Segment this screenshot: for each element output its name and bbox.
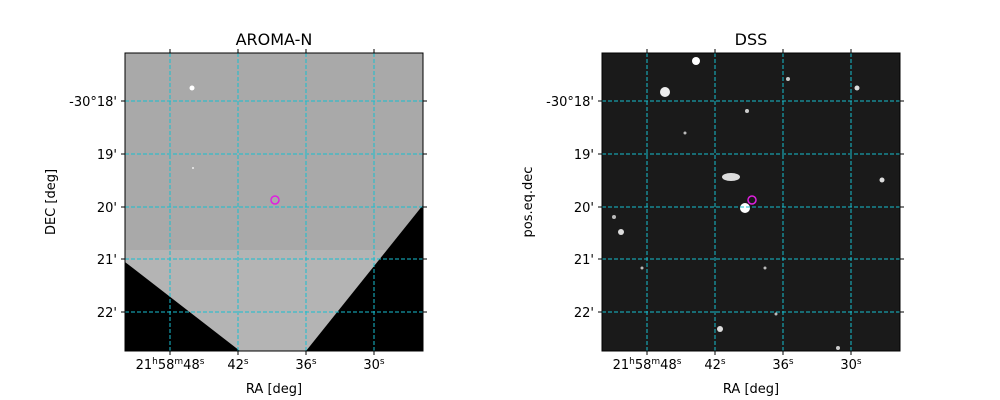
- star: [640, 266, 644, 270]
- x-tick-label: 21h58m48s: [136, 357, 205, 373]
- dss-image: [602, 53, 900, 351]
- star: [612, 215, 616, 219]
- star: [192, 167, 194, 169]
- y-tick-label: 22': [574, 306, 594, 321]
- x-tick-label: 42s: [227, 357, 249, 373]
- star: [618, 229, 624, 235]
- y-axis-label: DEC [deg]: [44, 169, 59, 235]
- aroma-image: [125, 53, 423, 351]
- target-marker: [747, 195, 757, 205]
- y-tick-label: 21': [97, 253, 117, 268]
- image-background: [602, 53, 900, 351]
- y-tick-label: -30°18': [546, 95, 594, 110]
- overlay: 21h58m48s 42s 36s 30s -30°18' 19' 20' 21' 22' ARO…: [44, 30, 904, 397]
- galaxy: [722, 173, 740, 181]
- axes-frame: [601, 52, 901, 352]
- target-marker: [270, 195, 280, 205]
- star: [854, 85, 860, 91]
- no-coverage: [125, 262, 240, 351]
- star: [836, 346, 840, 350]
- star: [683, 131, 687, 135]
- y-tick-label: 19': [97, 148, 117, 163]
- x-tick-label: 36s: [295, 357, 317, 373]
- y-tick-label: 20': [574, 201, 594, 216]
- x-tick-label: 42s: [704, 357, 726, 373]
- star: [745, 109, 749, 113]
- panel-title: AROMA-N: [236, 30, 313, 49]
- y-tick-label: 22': [97, 306, 117, 321]
- x-axis-label: RA [deg]: [246, 382, 302, 397]
- y-tick-label: -30°18': [69, 95, 117, 110]
- star: [740, 203, 750, 213]
- y-tick-label: 20': [97, 201, 117, 216]
- axes-frame: [124, 52, 424, 352]
- y-tick-label: 19': [574, 148, 594, 163]
- panel-title: DSS: [735, 30, 768, 49]
- x-tick-label: 36s: [772, 357, 794, 373]
- y-axis-label: pos.eq.dec: [521, 167, 536, 238]
- star: [692, 57, 700, 65]
- x-tick-label: 30s: [363, 357, 385, 373]
- star: [786, 77, 790, 81]
- star: [763, 266, 767, 270]
- star: [717, 326, 723, 332]
- x-tick-label: 21h58m48s: [613, 357, 682, 373]
- star: [879, 177, 885, 183]
- star: [774, 312, 778, 316]
- no-coverage: [306, 205, 423, 351]
- star: [189, 85, 195, 91]
- y-tick-label: 21': [574, 253, 594, 268]
- x-axis-label: RA [deg]: [723, 382, 779, 397]
- star: [660, 87, 670, 97]
- x-tick-label: 30s: [840, 357, 862, 373]
